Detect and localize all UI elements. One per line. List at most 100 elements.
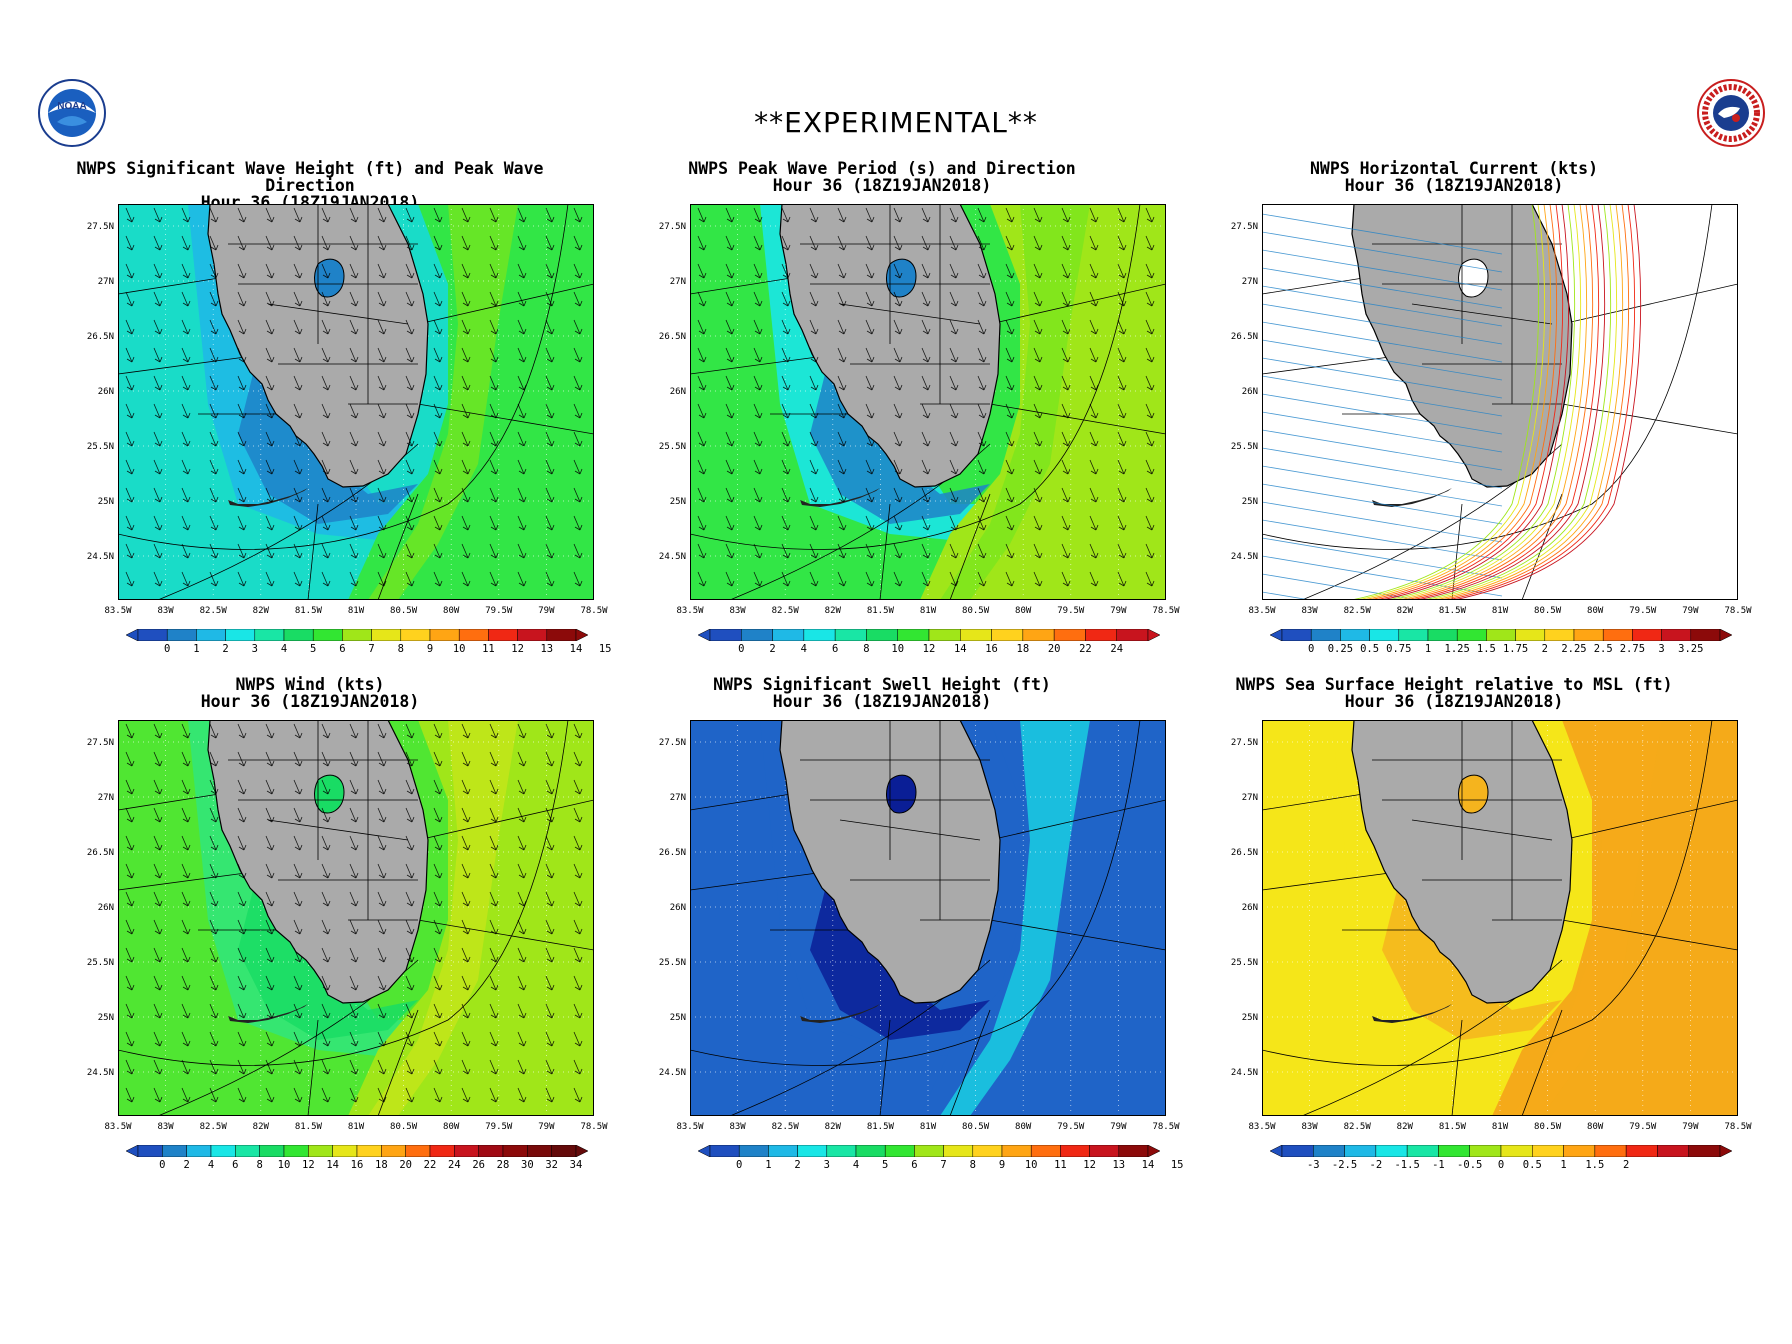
direction-arrow xyxy=(837,459,847,475)
direction-arrow xyxy=(349,807,359,823)
scale-label: 30 xyxy=(521,1159,534,1171)
direction-arrow xyxy=(1005,487,1015,503)
direction-arrow xyxy=(433,571,443,587)
direction-arrow xyxy=(405,891,415,907)
direction-arrow xyxy=(209,235,219,251)
direction-arrow xyxy=(349,1031,359,1047)
direction-arrow xyxy=(293,1059,303,1075)
direction-arrow xyxy=(377,779,387,795)
y-tick-label: 27N xyxy=(1241,793,1258,803)
scale-swatch xyxy=(371,628,402,642)
direction-arrow xyxy=(153,863,163,879)
direction-arrow xyxy=(489,487,499,503)
direction-arrow xyxy=(433,319,443,335)
direction-arrow xyxy=(321,975,331,991)
direction-arrow xyxy=(573,835,583,851)
direction-arrow xyxy=(573,751,583,767)
direction-arrow xyxy=(433,403,443,419)
direction-arrow xyxy=(1117,291,1127,307)
panel-title: NWPS Significant Swell Height (ft) Hour 3… xyxy=(602,676,1162,710)
direction-arrow xyxy=(781,347,791,363)
scale-swatch xyxy=(342,628,372,642)
field-gulf-stream xyxy=(940,204,1090,600)
direction-arrow xyxy=(1089,543,1099,559)
direction-arrow xyxy=(893,291,903,307)
direction-arrow xyxy=(237,919,247,935)
direction-arrow xyxy=(181,207,191,223)
direction-arrow xyxy=(489,891,499,907)
direction-arrow xyxy=(809,375,819,391)
direction-arrow xyxy=(433,751,443,767)
direction-arrow xyxy=(153,431,163,447)
scale-label: -2 xyxy=(1369,1159,1383,1171)
direction-arrow xyxy=(517,1003,527,1019)
direction-arrow xyxy=(125,863,135,879)
direction-arrow xyxy=(517,1087,527,1103)
scale-arrow-high xyxy=(1719,628,1733,642)
scale-swatch xyxy=(546,628,577,642)
direction-arrow xyxy=(349,431,359,447)
direction-arrow xyxy=(209,1059,219,1075)
direction-arrow xyxy=(377,1003,387,1019)
direction-arrow xyxy=(977,431,987,447)
x-tick-label: 82W xyxy=(824,1122,841,1132)
scale-label: 2 xyxy=(769,643,776,655)
scale-swatch xyxy=(772,628,805,642)
zone-boundary xyxy=(377,493,419,600)
zone-boundary xyxy=(1561,799,1738,841)
direction-arrow xyxy=(1145,487,1155,503)
florida-keys xyxy=(800,488,880,507)
y-tick-label: 27.5N xyxy=(658,222,686,232)
panel-title-line2: Hour 36 (18Z19JAN2018) xyxy=(1344,692,1564,711)
direction-arrow xyxy=(265,543,275,559)
direction-arrow xyxy=(921,207,931,223)
scale-label: 8 xyxy=(397,643,404,655)
direction-arrow xyxy=(405,919,415,935)
scale-label: 11 xyxy=(1054,1159,1067,1171)
scale-label: -0.5 xyxy=(1457,1159,1483,1171)
x-tick-label: 83.5W xyxy=(104,1122,132,1132)
scale-swatch xyxy=(1022,628,1055,642)
y-tick-label: 27.5N xyxy=(86,222,114,232)
direction-arrow xyxy=(153,263,163,279)
direction-arrow xyxy=(977,207,987,223)
direction-arrow xyxy=(349,263,359,279)
direction-arrow xyxy=(153,891,163,907)
y-tick-label: 25.5N xyxy=(86,958,114,968)
scale-label: 3.25 xyxy=(1678,643,1704,655)
field-gulf-stream xyxy=(368,720,518,1116)
direction-arrow xyxy=(153,1003,163,1019)
direction-arrow xyxy=(517,863,527,879)
scale-label: 32 xyxy=(545,1159,558,1171)
direction-arrow xyxy=(865,235,875,251)
direction-arrow xyxy=(865,403,875,419)
map-plot xyxy=(690,204,1166,600)
direction-arrow xyxy=(725,515,735,531)
direction-arrow xyxy=(237,515,247,531)
direction-arrow xyxy=(1089,291,1099,307)
direction-arrow xyxy=(781,515,791,531)
direction-arrow xyxy=(517,543,527,559)
direction-arrow xyxy=(209,347,219,363)
direction-arrow xyxy=(433,807,443,823)
direction-arrow xyxy=(1005,459,1015,475)
direction-arrow xyxy=(1033,375,1043,391)
direction-arrow xyxy=(405,779,415,795)
direction-arrow xyxy=(573,1059,583,1075)
direction-arrow xyxy=(1145,431,1155,447)
direction-arrow xyxy=(949,487,959,503)
scale-label: 1 xyxy=(765,1159,772,1171)
direction-arrow xyxy=(753,515,763,531)
scale-swatch xyxy=(356,1144,382,1158)
direction-arrow xyxy=(545,779,555,795)
direction-arrow xyxy=(377,487,387,503)
y-tick-label: 26N xyxy=(97,387,114,397)
scale-label: 1 xyxy=(1424,643,1432,655)
direction-arrow xyxy=(461,263,471,279)
direction-arrow xyxy=(125,375,135,391)
direction-arrow xyxy=(321,835,331,851)
zone-boundary xyxy=(417,283,594,325)
direction-arrow xyxy=(865,319,875,335)
direction-arrow xyxy=(781,431,791,447)
zone-boundary xyxy=(879,1019,891,1116)
